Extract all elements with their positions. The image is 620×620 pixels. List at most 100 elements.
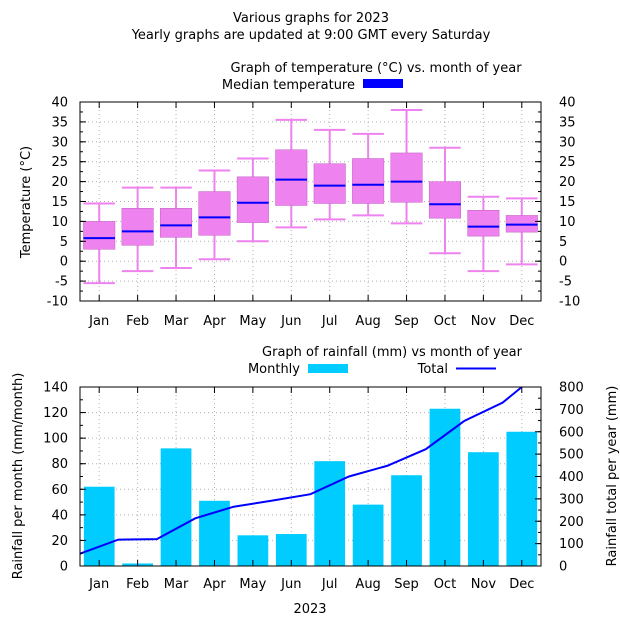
page-title: Various graphs for 2023 [233,11,389,26]
rainfall-y-tick-label: 0 [60,560,68,575]
temperature-x-tick-label: Feb [126,314,149,329]
temperature-y2-tick-label: 20 [559,175,576,190]
rainfall-total-line [79,386,523,555]
temperature-x-tick-label: Jul [321,314,338,329]
temperature-x-tick-label: Mar [164,314,189,329]
temperature-x-tick-label: Aug [355,314,380,329]
rainfall-x-tick-label: Jun [280,577,301,592]
temperature-y-tick-label: -5 [55,275,68,290]
rainfall-y-tick-label: 60 [51,483,68,498]
rainfall-legend-total-label: Total [417,362,448,377]
temperature-box [428,181,461,219]
temperature-y-tick-label: 0 [60,255,68,270]
temperature-box [275,149,308,206]
temperature-y-tick-label: 35 [51,115,68,130]
rainfall-y2-tick-label: 600 [559,425,584,440]
temperature-y-tick-label: 20 [51,175,68,190]
rainfall-bar [468,452,499,566]
rainfall-y-tick-label: 100 [43,432,68,447]
rainfall-y2-axis-label: Rainfall total per year (mm) [605,386,620,567]
rainfall-x-tick-label: Jan [88,577,109,592]
rainfall-x-tick-label: Apr [203,577,226,592]
temperature-box [83,221,116,250]
temperature-y2-tick-label: 40 [559,96,576,111]
temperature-box [313,163,346,204]
rainfall-y2-tick-label: 100 [559,537,584,552]
temperature-chart: Graph of temperature (°C) vs. month of y… [19,61,580,329]
temperature-box [390,152,423,203]
temperature-x-tick-label: Apr [203,314,226,329]
temperature-y2-tick-label: 10 [559,215,576,230]
rainfall-bar [83,486,115,566]
temperature-y2-tick-label: -5 [559,275,572,290]
temperature-y-tick-label: 5 [60,235,68,250]
temperature-x-tick-label: Sep [394,314,419,329]
temperature-x-tick-label: Dec [509,314,534,329]
temperature-x-tick-label: Jan [88,314,109,329]
temperature-y2-tick-label: 0 [559,255,567,270]
temperature-y-tick-label: 40 [51,96,68,111]
rainfall-x-tick-label: Dec [509,577,534,592]
temperature-box [160,208,193,238]
rainfall-bar [391,475,422,566]
rainfall-y2-tick-label: 700 [559,403,584,418]
temperature-y2-tick-label: 35 [559,115,576,130]
rainfall-bar [160,448,192,566]
rainfall-x-tick-label: Jul [321,577,338,592]
rainfall-x-tick-label: May [239,577,266,592]
temperature-box [236,176,269,223]
page-subtitle: Yearly graphs are updated at 9:00 GMT ev… [131,28,491,43]
rainfall-y2-tick-label: 500 [559,448,584,463]
rainfall-bar [314,461,346,566]
rainfall-bar [199,500,230,566]
temperature-y-tick-label: 15 [51,195,68,210]
temperature-y2-tick-label: -10 [559,295,580,310]
rainfall-y-tick-label: 20 [51,534,68,549]
temperature-box [198,191,231,236]
temperature-y-tick-label: 30 [51,135,68,150]
temperature-y2-tick-label: 5 [559,235,567,250]
rainfall-x-tick-label: Mar [164,577,189,592]
rainfall-chart-title: Graph of rainfall (mm) vs month of year [262,345,523,360]
rainfall-x-tick-label: Sep [394,577,419,592]
temperature-y-axis-label: Temperature (°C) [19,146,34,259]
rainfall-chart: Graph of rainfall (mm) vs month of year 0… [11,345,620,617]
temperature-y2-tick-label: 15 [559,195,576,210]
rainfall-y2-tick-label: 0 [559,560,567,575]
temperature-y-tick-label: 10 [51,215,68,230]
temperature-x-tick-label: Jun [280,314,301,329]
temperature-x-tick-label: Oct [434,314,456,329]
rainfall-y-tick-label: 140 [43,381,68,396]
rainfall-legend-monthly-label: Monthly [248,362,300,377]
rainfall-bar [352,504,384,566]
temperature-y2-tick-label: 25 [559,155,576,170]
rainfall-y2-tick-label: 200 [559,515,584,530]
rainfall-legend-monthly-swatch [308,364,348,373]
rainfall-y-tick-label: 40 [51,508,68,523]
temperature-y-tick-label: 25 [51,155,68,170]
rainfall-y2-tick-label: 300 [559,492,584,507]
rainfall-x-tick-label: Feb [126,577,149,592]
rainfall-y2-tick-label: 800 [559,381,584,396]
rainfall-bar [429,408,461,566]
temperature-box [121,208,154,246]
rainfall-y2-tick-label: 400 [559,470,584,485]
rainfall-y-tick-label: 120 [43,406,68,421]
temperature-legend-label: Median temperature [222,78,355,93]
rainfall-x-tick-label: Nov [471,577,497,592]
rainfall-x-axis-label: 2023 [293,602,326,617]
temperature-y-tick-label: -10 [47,295,68,310]
rainfall-bar [506,431,538,566]
rainfall-x-tick-label: Aug [355,577,380,592]
rainfall-y-axis-label: Rainfall per month (mm/month) [11,373,26,580]
temperature-box [352,158,385,204]
temperature-x-tick-label: May [239,314,266,329]
rainfall-y-tick-label: 80 [51,457,68,472]
temperature-box [467,210,500,237]
temperature-legend-swatch [363,79,403,88]
temperature-y2-tick-label: 30 [559,135,576,150]
temperature-x-tick-label: Nov [471,314,497,329]
rainfall-x-tick-label: Oct [434,577,456,592]
temperature-chart-title: Graph of temperature (°C) vs. month of y… [230,61,522,76]
